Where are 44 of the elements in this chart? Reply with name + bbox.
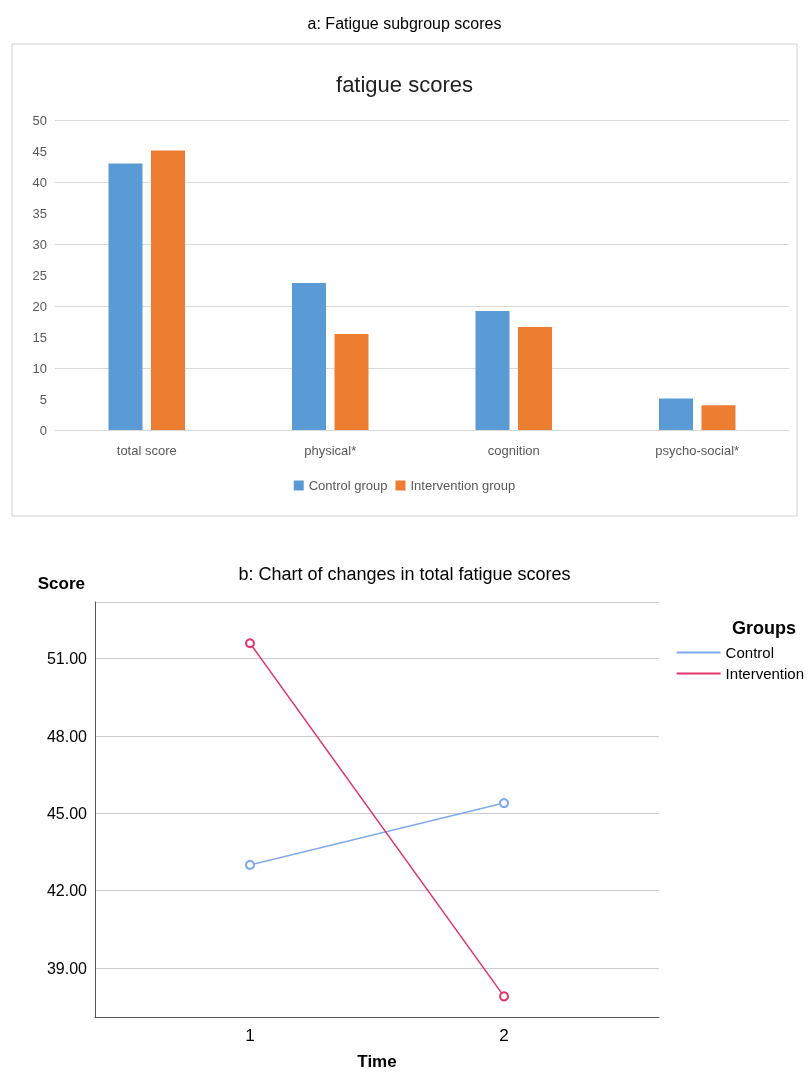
x-tick-label: total score [116,443,177,458]
legend-label: Intervention [725,665,805,682]
point [499,991,510,1002]
bar [701,405,736,430]
y-axis-title: Score [37,574,85,593]
bar [475,310,510,430]
y-tick-label: 10 [32,360,47,376]
bar [151,150,185,430]
point [244,638,255,649]
y-tick-label: 0 [39,422,47,438]
y-tick-label: 30 [32,236,47,252]
y-tick-label: 20 [32,298,47,314]
x-tick-label: psycho-social* [655,443,740,458]
legend-label: Intervention group [410,478,516,493]
bar [334,333,369,430]
y-tick-label: 45.00 [46,804,88,822]
bar [292,283,326,430]
y-tick-label: 25 [32,267,47,283]
y-tick-label: 5 [39,391,47,407]
chart-title: a: Fatigue subgroup scores [307,14,502,32]
y-tick-label: 50 [32,112,47,128]
x-tick-label: cognition [487,443,540,458]
y-tick-label: 45 [32,143,47,159]
chart-subtitle: fatigue scores [336,71,473,97]
legend-label: Control group [308,478,388,493]
legend-label: Control [725,644,774,661]
bar [518,327,552,430]
y-tick-label: 42.00 [46,882,88,900]
point [244,859,255,870]
y-tick-label: 40 [32,174,47,190]
x-tick-label: 1 [245,1026,255,1045]
y-tick-label: 39.00 [46,959,88,977]
y-tick-label: 35 [32,205,47,221]
y-tick-label: 48.00 [46,727,88,745]
x-tick-label: 2 [499,1026,509,1045]
y-tick-label: 15 [32,329,47,345]
chart-title: b: Chart of changes in total fatigue scores [238,564,571,584]
point [499,798,510,809]
bar [659,398,693,430]
y-tick-label: 51.00 [46,650,88,668]
bar [108,163,143,430]
x-tick-label: physical* [304,443,357,458]
x-axis-title: Time [357,1052,397,1071]
legend-title: Groups [732,618,797,638]
